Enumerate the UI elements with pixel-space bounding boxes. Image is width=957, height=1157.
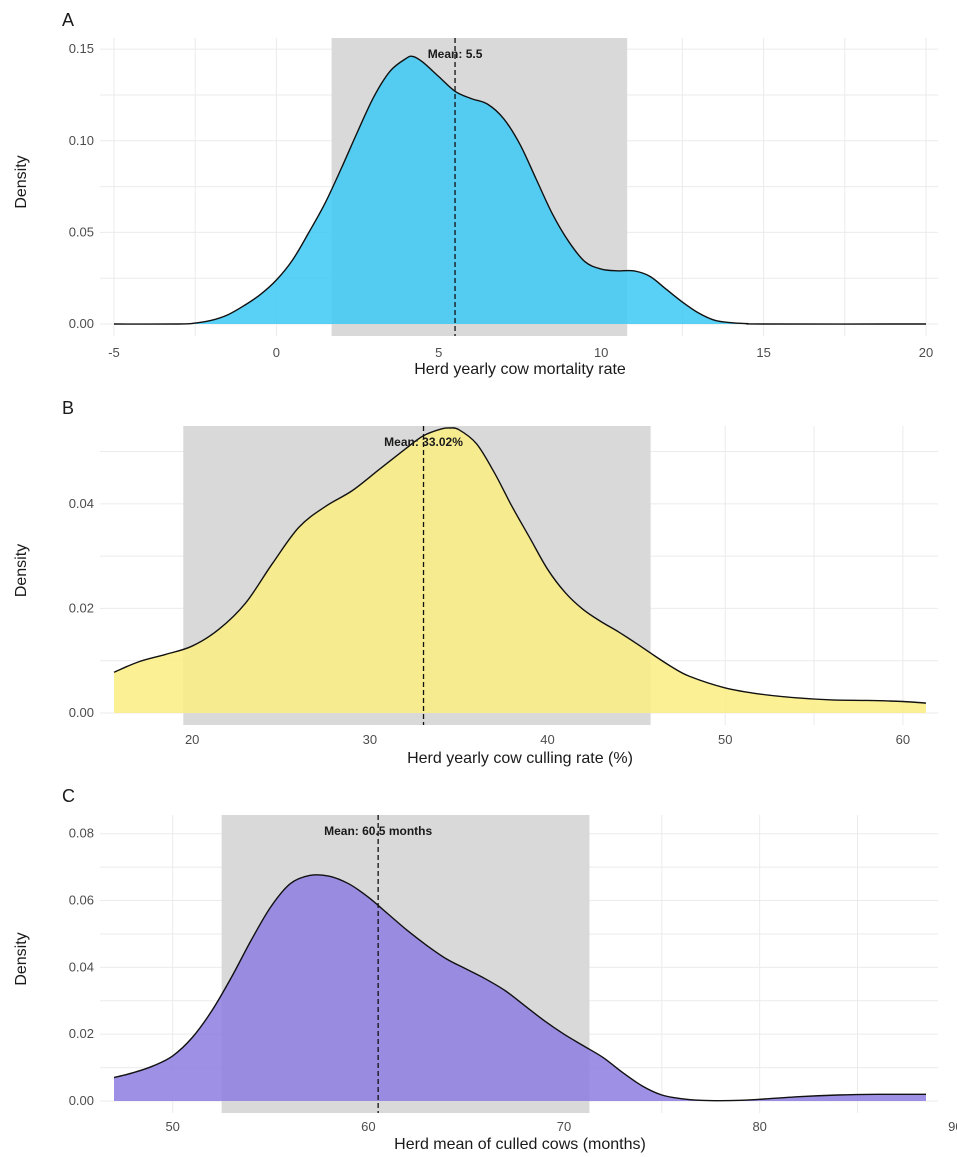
y-tick-label: 0.08 [69,826,94,841]
density-line [113,874,927,1102]
mean-label: Mean: 33.02% [384,435,463,449]
x-axis-label: Herd yearly cow mortality rate [414,361,626,378]
density-line [113,55,927,325]
y-tick-label: 0.02 [69,600,94,615]
x-tick-label: 80 [752,1119,766,1134]
y-tick-label: 0.04 [69,959,94,974]
density-area [114,427,926,713]
density-area [114,56,926,325]
panel-a: Mean: 5.5 -5 0 5 10 15 20 0.00 0.05 0.10 0.15 Herd … [13,10,938,378]
y-axis-label: Density [13,544,30,597]
x-tick-label: 50 [718,732,732,747]
y-tick-label: 0.00 [69,316,94,331]
y-tick-label: 0.05 [69,224,94,239]
x-tick-label: 70 [557,1119,571,1134]
x-tick-label: -5 [108,345,120,360]
y-tick-label: 0.02 [69,1026,94,1041]
x-tick-label: 50 [165,1119,179,1134]
x-tick-label: 40 [540,732,554,747]
x-axis-label: Herd yearly cow culling rate (%) [407,750,633,767]
density-area [114,874,926,1101]
x-tick-label: 90 [948,1119,957,1134]
x-tick-label: 20 [185,732,199,747]
y-tick-label: 0.04 [69,496,94,511]
x-tick-label: 5 [435,345,442,360]
mean-label: Mean: 5.5 [428,47,483,61]
panel-letter: B [62,398,74,418]
y-axis-label: Density [13,155,30,208]
x-tick-label: 60 [896,732,910,747]
x-tick-label: 15 [756,345,770,360]
panel-c: Mean: 60.5 months 50 60 70 80 90 0.00 0.02 0.04 0… [13,786,957,1153]
panel-b: Mean: 33.02% 20 30 40 50 60 0.00 0.02 0.04 Herd y… [13,398,938,767]
panel-letter: A [62,10,74,30]
mean-label: Mean: 60.5 months [324,824,432,838]
panel-letter: C [62,786,75,806]
y-tick-label: 0.15 [69,41,94,56]
y-axis-label: Density [13,932,30,985]
y-tick-label: 0.00 [69,705,94,720]
x-axis-label: Herd mean of culled cows (months) [394,1136,646,1153]
x-tick-label: 30 [363,732,377,747]
x-tick-label: 60 [361,1119,375,1134]
x-tick-label: 20 [919,345,933,360]
density-line [113,427,927,704]
x-tick-label: 10 [594,345,608,360]
y-tick-label: 0.00 [69,1093,94,1108]
y-tick-label: 0.06 [69,893,94,908]
x-tick-label: 0 [273,345,280,360]
y-tick-label: 0.10 [69,133,94,148]
